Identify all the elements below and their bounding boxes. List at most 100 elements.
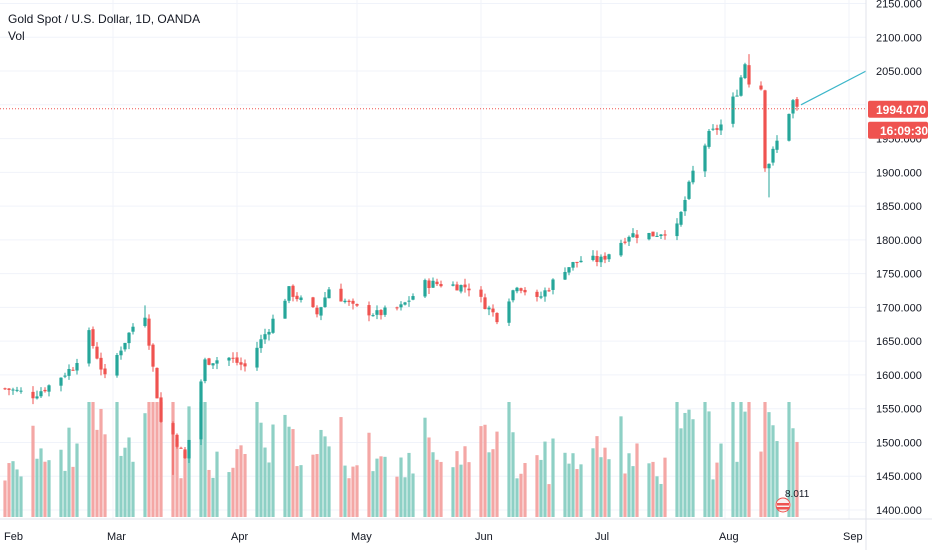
candle-body — [511, 290, 515, 301]
candle-body — [487, 307, 491, 310]
volume-bar — [75, 443, 79, 517]
volume-bar — [683, 412, 687, 517]
candle-body — [327, 289, 331, 299]
volume-bar — [575, 469, 579, 517]
candle-body — [243, 363, 247, 367]
volume-bar — [775, 441, 779, 517]
candle-body — [547, 290, 551, 292]
candle-body — [379, 309, 383, 316]
candle-body — [627, 236, 631, 242]
candle-body — [339, 288, 343, 302]
volume-bar — [371, 471, 375, 517]
volume-bar — [87, 402, 91, 517]
volume-bar — [767, 412, 771, 517]
y-tick-label: 1850.000 — [876, 201, 922, 213]
candle-body — [675, 223, 679, 237]
candle-body — [343, 300, 347, 303]
last-price-tag — [868, 100, 928, 118]
volume-bar — [675, 402, 679, 517]
candle-body — [795, 99, 799, 107]
candle-body — [791, 100, 795, 114]
volume-bar — [411, 473, 415, 517]
volume-bar — [343, 465, 347, 517]
candle-body — [663, 234, 667, 236]
candle-body — [19, 390, 23, 392]
volume-bar — [115, 402, 119, 517]
candle-body — [491, 308, 495, 313]
volume-bar — [319, 429, 323, 517]
volume-bar — [563, 452, 567, 517]
volume-bar — [679, 428, 683, 517]
volume-bar — [175, 438, 179, 517]
candle-body — [563, 271, 567, 280]
y-tick-label: 1700.000 — [876, 302, 922, 314]
candle-body — [775, 140, 779, 150]
volume-bar — [403, 477, 407, 517]
candle-body — [743, 64, 747, 79]
candle-body — [175, 434, 179, 447]
x-tick-label: Aug — [719, 531, 739, 543]
volume-bar — [451, 467, 455, 517]
candle-body — [347, 300, 351, 303]
x-tick-label: May — [351, 531, 372, 543]
y-tick-label: 1650.000 — [876, 336, 922, 348]
volume-bar — [743, 411, 747, 517]
candle-body — [147, 318, 151, 346]
volume-bar — [239, 445, 243, 517]
grid-layer — [0, 0, 866, 519]
countdown-tag — [868, 121, 928, 139]
volume-bar — [663, 457, 667, 517]
volume-bar — [647, 463, 651, 517]
countdown-value: 16:09:30 — [880, 124, 928, 138]
candle-body — [319, 307, 323, 316]
volume-bar — [603, 447, 607, 517]
volume-bar — [607, 459, 611, 517]
x-tick-label: Apr — [231, 531, 248, 543]
volume-bar — [351, 466, 355, 517]
candle-body — [435, 281, 439, 285]
candle-body — [599, 256, 603, 263]
candle-body — [579, 260, 583, 263]
volume-bar — [227, 472, 231, 517]
candle-body — [591, 255, 595, 260]
candle-body — [127, 332, 131, 344]
volume-bar — [703, 402, 707, 517]
volume-bar — [151, 402, 155, 517]
candle-body — [431, 280, 435, 288]
volume-bar — [287, 426, 291, 517]
volume-bar — [67, 427, 71, 517]
volume-bar — [719, 443, 723, 517]
candle-body — [75, 363, 79, 371]
candle-body — [43, 389, 47, 392]
candle-body — [103, 368, 107, 375]
candle-body — [719, 124, 723, 131]
candle-body — [539, 296, 543, 298]
volume-bar — [259, 422, 263, 517]
volume-bar — [11, 461, 15, 517]
volume-bar — [407, 452, 411, 517]
volume-bar — [483, 424, 487, 517]
candle-body — [315, 307, 319, 315]
last-price-value: 1994.070 — [876, 103, 926, 117]
volume-bar — [731, 402, 735, 517]
candle-body — [631, 233, 635, 238]
volume-bar — [211, 477, 215, 517]
candle-body — [115, 355, 119, 376]
volume-bar — [199, 402, 203, 517]
candle-body — [715, 128, 719, 130]
volume-bar — [423, 417, 427, 517]
volume-bar — [795, 441, 799, 517]
volume-bar — [215, 451, 219, 517]
candle-body — [763, 90, 767, 169]
candle-body — [455, 284, 459, 291]
candle-body — [659, 234, 663, 236]
candle-body — [703, 145, 707, 172]
candle-body — [231, 357, 235, 359]
volume-bar — [71, 466, 75, 517]
volume-bar — [159, 402, 163, 517]
y-tick-label: 1750.000 — [876, 269, 922, 281]
candle-body — [735, 95, 739, 97]
volume-bar — [127, 437, 131, 517]
candle-body — [707, 130, 711, 147]
candle-body — [523, 289, 527, 293]
